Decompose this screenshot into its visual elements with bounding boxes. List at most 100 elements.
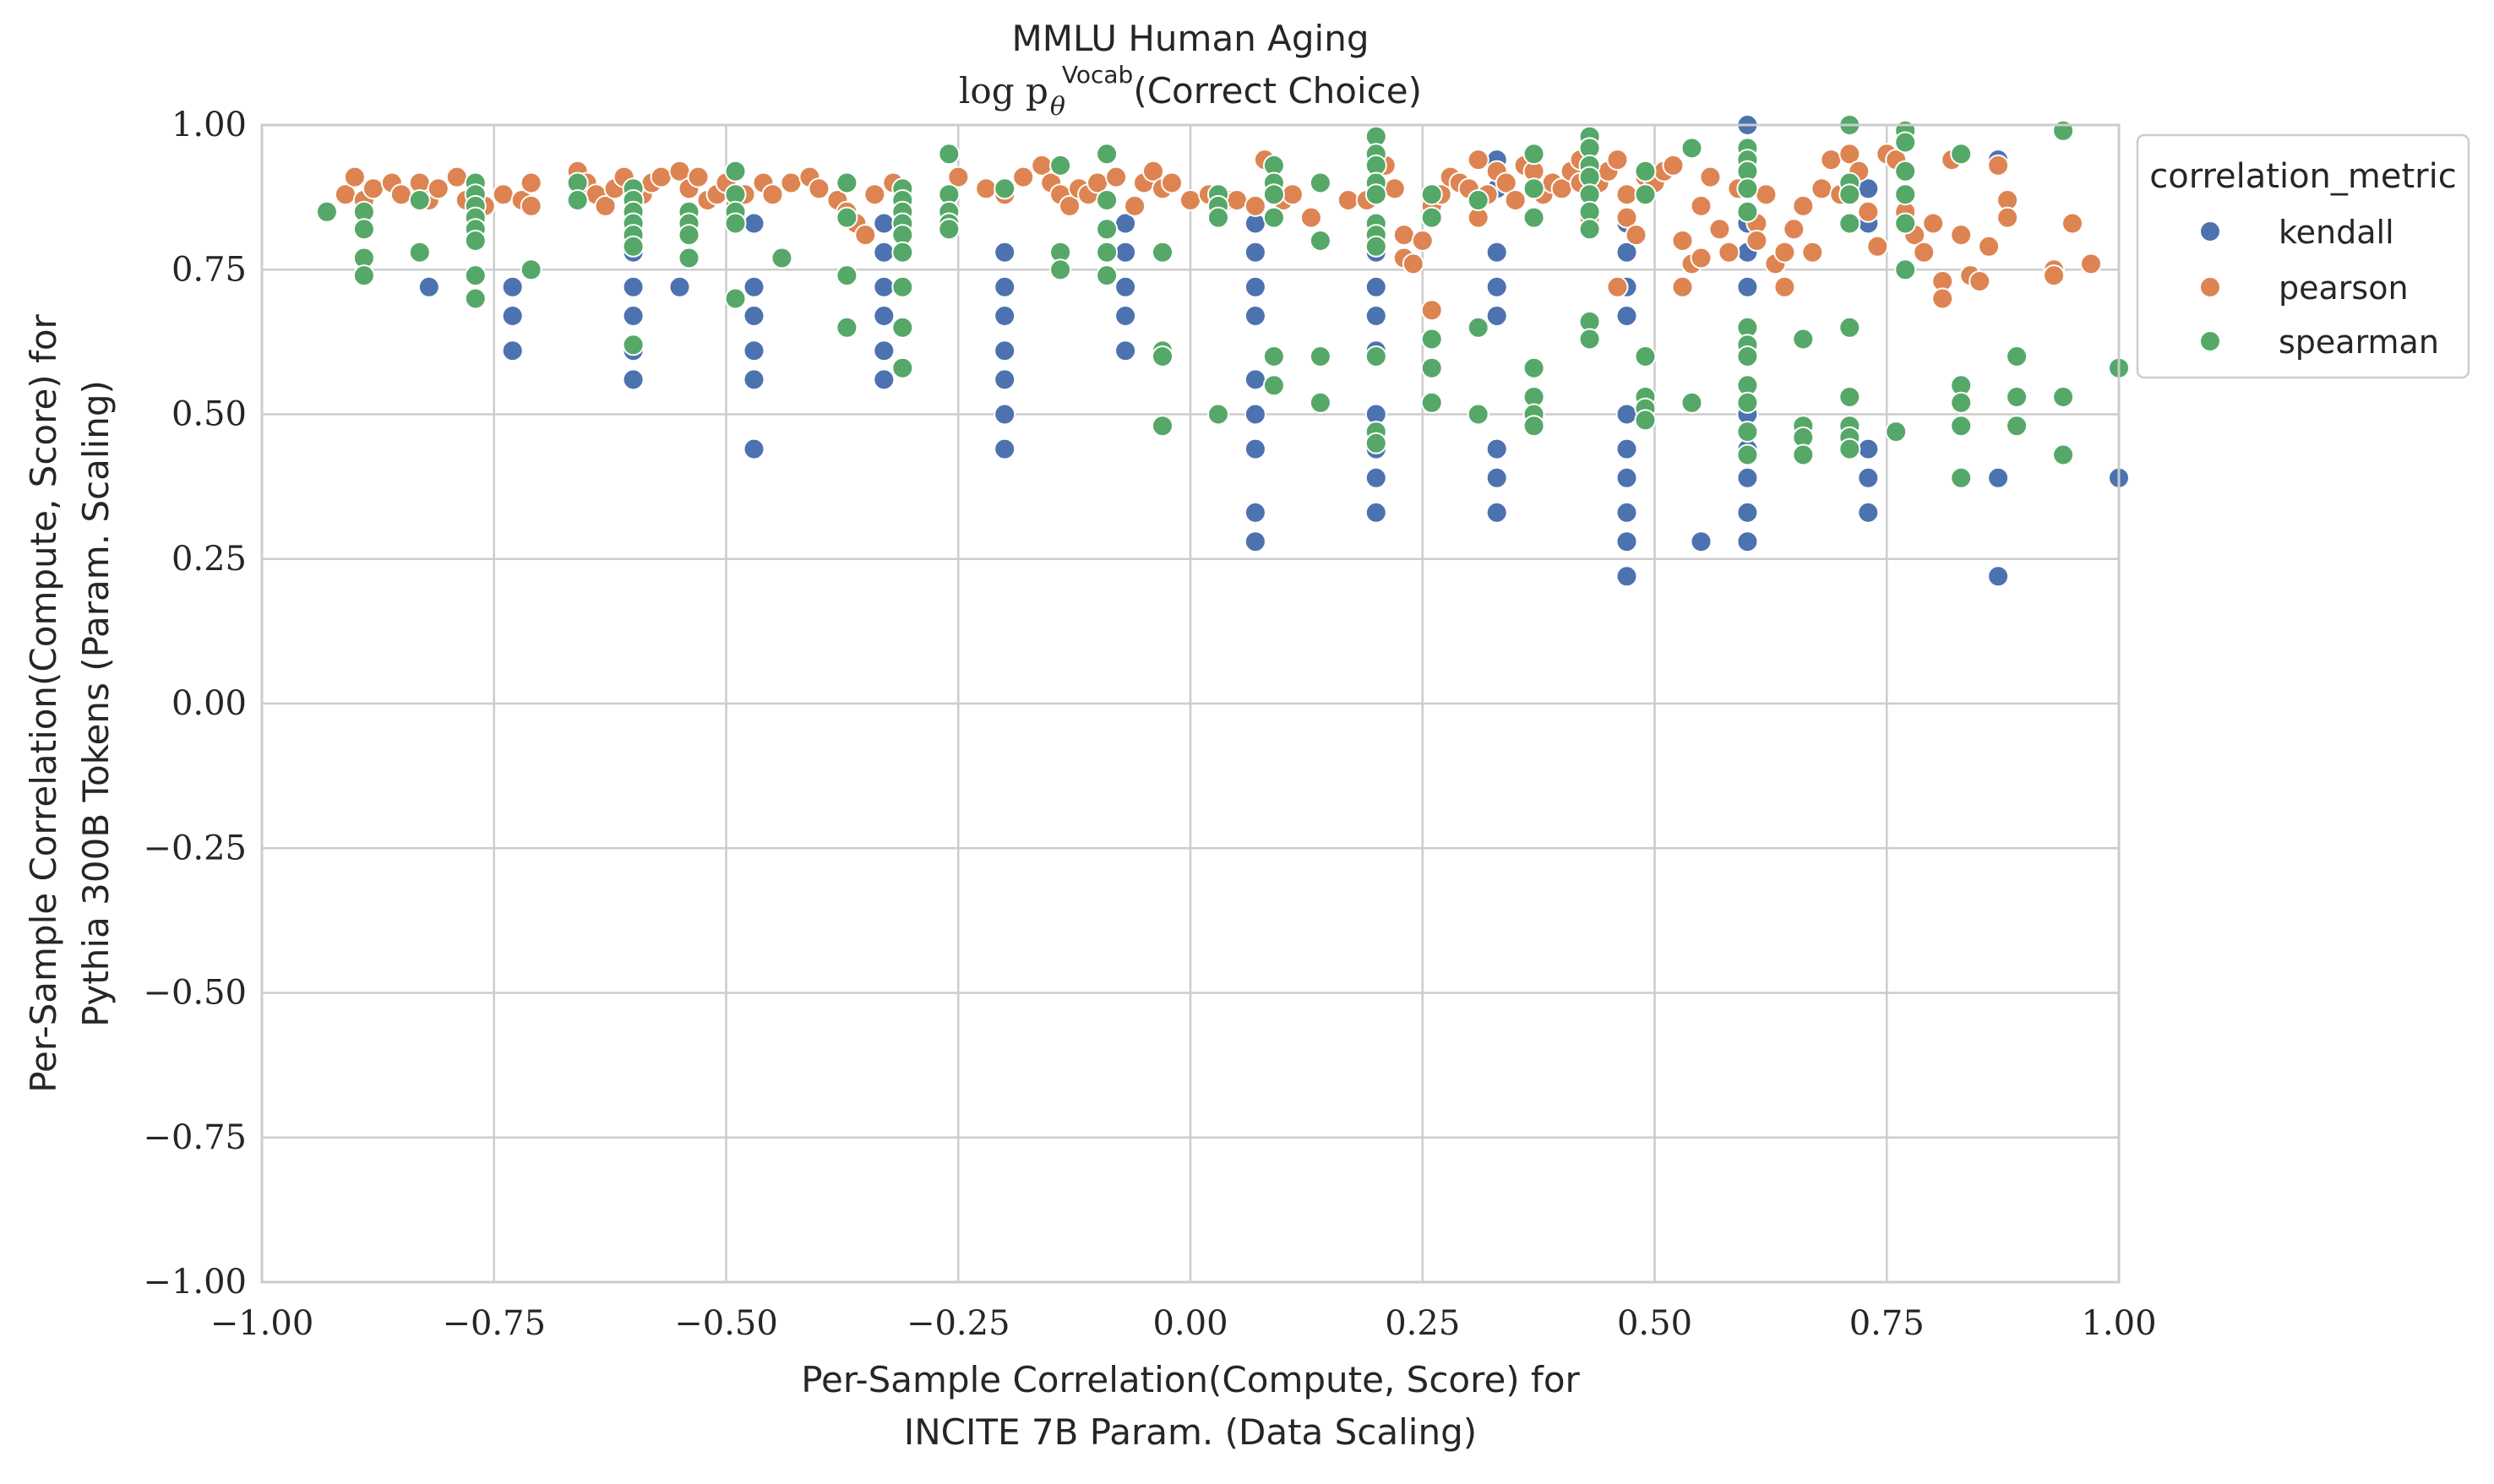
data-point-spearman <box>1262 206 1285 229</box>
y-tick-label: 0.00 <box>172 684 247 723</box>
data-point-kendall <box>743 212 765 235</box>
data-point-pearson <box>947 166 970 188</box>
data-point-pearson <box>1690 194 1713 217</box>
data-point-kendall <box>994 305 1016 327</box>
data-point-spearman <box>1420 206 1443 229</box>
data-point-kendall <box>1364 275 1387 298</box>
y-axis-label-line2: Pythia 300B Tokens (Param. Scaling) <box>75 380 117 1027</box>
data-point-spearman <box>1152 345 1173 367</box>
data-point-spearman <box>1152 241 1173 264</box>
y-tick-label: 1.00 <box>172 106 247 144</box>
data-point-spearman <box>1736 443 1759 466</box>
data-point-pearson <box>1012 166 1035 188</box>
subtitle-log: log p <box>959 70 1048 111</box>
data-point-spearman <box>1634 409 1657 432</box>
legend-marker-pearson <box>2199 276 2221 298</box>
data-point-spearman <box>1838 183 1861 206</box>
x-tick-label: −0.25 <box>907 1304 1010 1343</box>
data-point-spearman <box>1894 212 1917 235</box>
data-point-spearman <box>1467 189 1489 211</box>
data-points <box>315 114 2130 588</box>
data-point-pearson <box>362 177 384 200</box>
data-point-pearson <box>1922 212 1945 235</box>
data-point-spearman <box>1950 143 1973 166</box>
data-point-pearson <box>1987 154 2010 177</box>
data-point-kendall <box>994 368 1016 391</box>
data-point-spearman <box>891 316 914 339</box>
data-point-kendall <box>743 368 765 391</box>
x-tick-label: 0.25 <box>1385 1304 1460 1343</box>
data-point-kendall <box>873 212 896 235</box>
data-point-pearson <box>1402 253 1424 275</box>
data-point-pearson <box>1392 224 1415 247</box>
data-point-spearman <box>464 230 487 252</box>
data-point-spearman <box>1894 160 1917 182</box>
data-point-pearson <box>1801 241 1824 264</box>
data-point-spearman <box>836 171 858 194</box>
data-point-kendall <box>501 340 524 362</box>
data-point-spearman <box>1894 258 1917 281</box>
data-point-pearson <box>1773 275 1796 298</box>
data-point-pearson <box>650 166 673 188</box>
data-point-kendall <box>1615 530 1638 553</box>
data-point-spearman <box>771 247 793 269</box>
chart-subtitle: log pθ Vocab(Correct Choice) <box>959 61 1422 122</box>
data-point-pearson <box>1383 177 1406 200</box>
data-point-spearman <box>1885 421 1908 443</box>
data-point-pearson <box>520 194 542 217</box>
data-point-pearson <box>1281 183 1304 206</box>
x-tick-label: −1.00 <box>210 1304 314 1343</box>
data-point-spearman <box>836 206 858 229</box>
data-point-spearman <box>1792 443 1815 466</box>
data-point-pearson <box>1792 194 1815 217</box>
data-point-spearman <box>1262 183 1285 206</box>
data-point-kendall <box>1244 305 1266 327</box>
y-tick-labels: −1.00 −0.75 −0.50 −0.25 0.00 0.25 0.50 0.75 1.00 <box>143 106 247 1302</box>
x-tick-labels: −1.00 −0.75 −0.50 −0.25 0.00 0.25 0.50 0.75 1.00 <box>210 1304 2157 1343</box>
data-point-kendall <box>1736 501 1759 524</box>
data-point-kendall <box>1615 565 1638 588</box>
data-point-pearson <box>1745 230 1768 252</box>
data-point-pearson <box>1662 154 1685 177</box>
data-point-spearman <box>622 334 645 356</box>
data-point-spearman <box>1309 345 1331 367</box>
data-point-kendall <box>743 275 765 298</box>
data-point-spearman <box>1420 391 1443 414</box>
data-point-kendall <box>1615 241 1638 264</box>
data-point-spearman <box>408 189 431 211</box>
data-point-kendall <box>994 340 1016 362</box>
data-point-spearman <box>1420 328 1443 351</box>
data-point-spearman <box>520 258 542 281</box>
x-axis-label-line2: INCITE 7B Param. (Data Scaling) <box>904 1411 1477 1453</box>
data-point-pearson <box>1105 166 1128 188</box>
series-kendall <box>417 114 2130 588</box>
data-point-kendall <box>1987 466 2010 489</box>
data-point-pearson <box>1337 189 1359 211</box>
data-point-spearman <box>464 287 487 310</box>
data-point-pearson <box>1467 149 1489 171</box>
data-point-spearman <box>2052 386 2075 408</box>
data-point-pearson <box>1931 287 1954 310</box>
data-point-spearman <box>1680 391 1703 414</box>
data-point-kendall <box>994 241 1016 264</box>
subtitle-theta: θ <box>1050 92 1065 122</box>
data-point-spearman <box>315 200 338 223</box>
y-tick-label: 0.50 <box>172 395 247 434</box>
data-point-pearson <box>594 194 617 217</box>
data-point-pearson <box>1820 149 1843 171</box>
data-point-pearson <box>343 166 366 188</box>
data-point-kendall <box>1615 305 1638 327</box>
data-point-kendall <box>1485 501 1508 524</box>
data-point-spearman <box>1950 466 1973 489</box>
legend-marker-kendall <box>2199 220 2221 242</box>
data-point-spearman <box>1309 391 1331 414</box>
y-axis-label-line1: Per-Sample Correlation(Compute, Score) f… <box>23 313 64 1092</box>
data-point-spearman <box>1522 177 1545 200</box>
data-point-spearman <box>352 264 375 287</box>
data-point-spearman <box>1049 154 1072 177</box>
data-point-pearson <box>2061 212 2083 235</box>
data-point-pearson <box>1866 235 1889 258</box>
data-point-kendall <box>1244 275 1266 298</box>
x-tick-label: 0.75 <box>1849 1304 1925 1343</box>
